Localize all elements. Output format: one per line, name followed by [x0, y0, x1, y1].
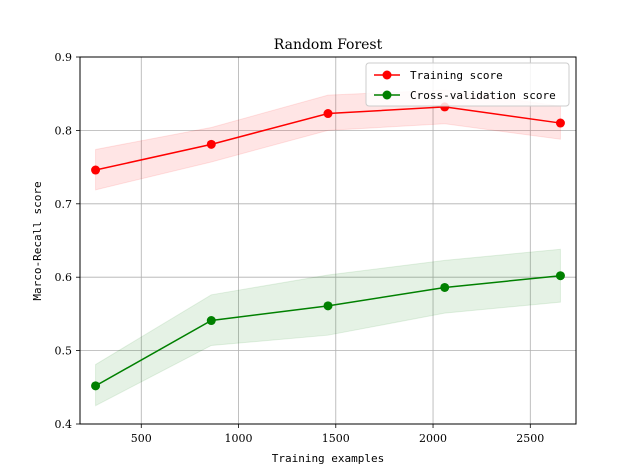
series-1-point — [91, 165, 101, 175]
series-2-point — [206, 316, 216, 326]
legend: Training score Cross-validation score — [365, 62, 570, 107]
y-tick-label: 0.4 — [55, 418, 73, 431]
series-1-band — [95, 89, 561, 191]
series-2-point — [91, 381, 101, 391]
y-tick-label: 0.8 — [55, 124, 73, 137]
plot-frame — [79, 56, 577, 425]
legend-label: Training score — [410, 69, 503, 82]
legend-swatch-marker — [382, 90, 392, 100]
x-tick-label: 500 — [131, 432, 152, 445]
y-axis-label: Marco-Recall score — [31, 181, 44, 300]
y-tick-label: 0.5 — [55, 345, 73, 358]
x-tick-label: 1000 — [225, 432, 253, 445]
series-2-point — [555, 271, 565, 281]
x-tick-label: 1500 — [322, 432, 350, 445]
x-axis-label: Training examples — [272, 452, 385, 465]
y-tick-label: 0.7 — [55, 198, 73, 211]
chart-title: Random Forest — [274, 37, 383, 53]
legend-box — [365, 62, 570, 107]
y-tick-label: 0.9 — [55, 51, 73, 64]
x-tick-label: 2500 — [516, 432, 544, 445]
series-1-point — [323, 109, 333, 119]
legend-label: Cross-validation score — [410, 89, 556, 102]
legend-swatch-marker — [382, 70, 392, 80]
plot-area: 500 1000 1500 2000 2500 0.4 0.5 0.6 0.7 0.8 0.9 — [55, 51, 577, 445]
series-2-point — [323, 301, 333, 311]
series-1-point — [555, 118, 565, 128]
y-tick-label: 0.6 — [55, 271, 73, 284]
series-2-band — [95, 248, 561, 407]
series-2-point — [440, 282, 450, 292]
x-tick-label: 2000 — [419, 432, 447, 445]
series-1-point — [206, 139, 216, 149]
